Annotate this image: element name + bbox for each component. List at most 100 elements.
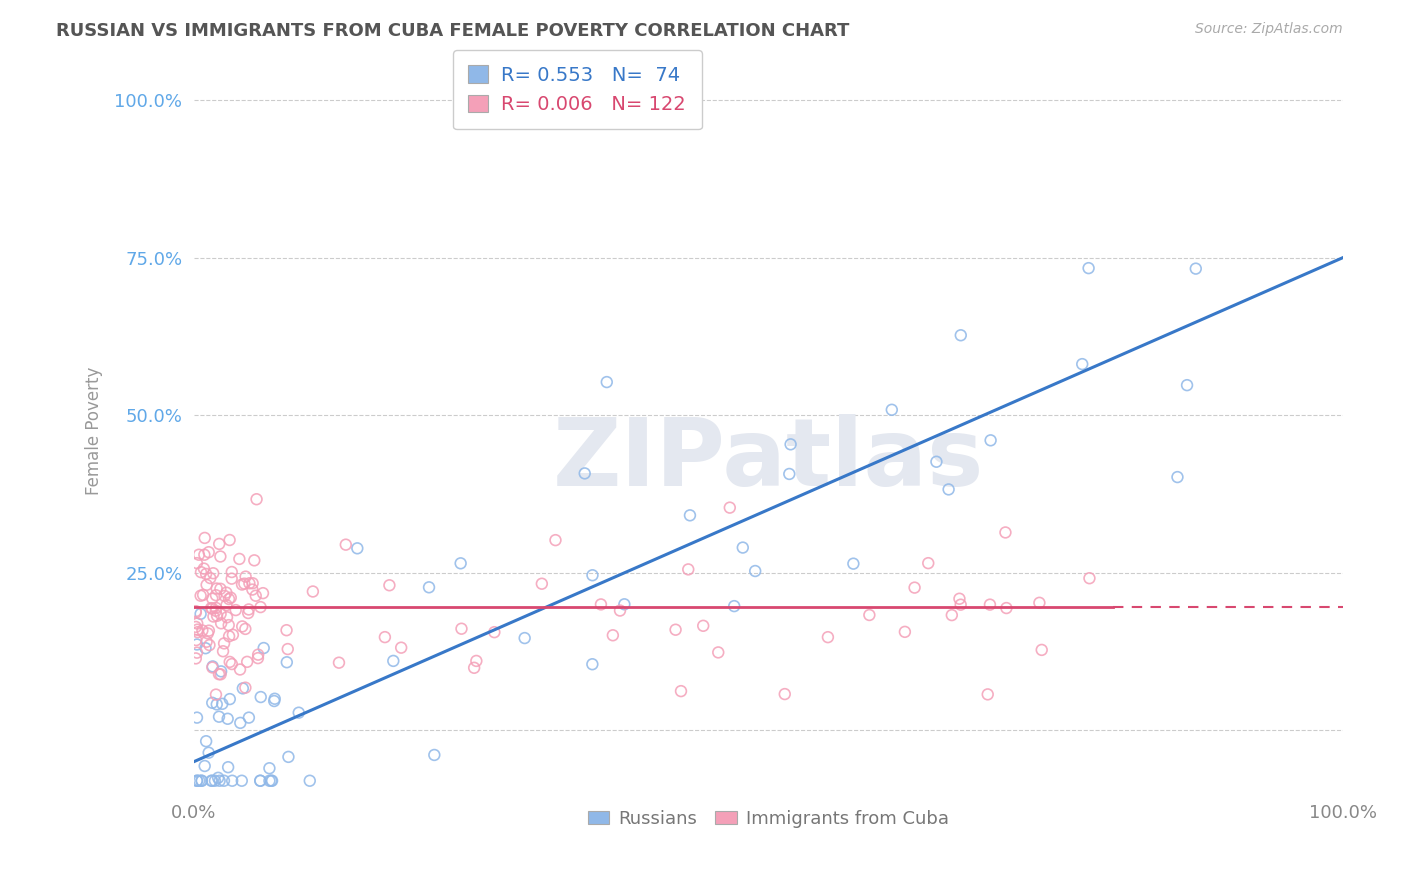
Point [262,773,284,788]
Point [948,591,970,606]
Point [188,773,211,788]
Point [378,578,401,592]
Point [949,598,972,612]
Point [276,655,298,669]
Point [232,681,254,696]
Point [679,508,702,523]
Point [463,661,485,675]
Point [194,641,217,656]
Point [744,564,766,578]
Point [186,773,208,788]
Point [423,747,446,762]
Point [980,434,1002,448]
Point [228,552,250,566]
Point [200,601,222,615]
Point [209,549,232,564]
Point [260,773,283,788]
Point [209,616,232,631]
Point [218,533,240,547]
Point [544,533,567,548]
Legend: Russians, Immigrants from Cuba: Russians, Immigrants from Cuba [581,803,956,835]
Point [1175,378,1198,392]
Point [201,773,224,788]
Point [202,566,225,581]
Point [277,642,299,657]
Point [238,602,260,616]
Point [669,684,692,698]
Point [238,710,260,724]
Point [581,568,603,582]
Point [894,624,917,639]
Point [513,631,536,645]
Point [941,608,963,623]
Point [994,525,1017,540]
Text: RUSSIAN VS IMMIGRANTS FROM CUBA FEMALE POVERTY CORRELATION CHART: RUSSIAN VS IMMIGRANTS FROM CUBA FEMALE P… [56,22,849,40]
Point [589,598,612,612]
Point [917,556,939,570]
Point [212,773,235,788]
Point [200,571,222,585]
Point [208,667,231,681]
Point [212,636,235,650]
Point [208,537,231,551]
Point [187,548,209,562]
Point [190,565,212,579]
Point [418,580,440,594]
Point [221,773,243,788]
Point [221,572,243,586]
Point [242,576,264,591]
Point [221,565,243,579]
Point [858,607,880,622]
Point [195,566,218,581]
Point [245,492,267,507]
Point [236,655,259,669]
Point [217,712,239,726]
Point [247,648,270,662]
Point [773,687,796,701]
Point [249,690,271,704]
Point [1166,470,1188,484]
Point [235,681,257,695]
Point [209,665,232,679]
Point [229,663,252,677]
Point [208,773,231,788]
Point [201,659,224,673]
Point [195,578,218,592]
Point [209,607,232,621]
Point [222,628,245,642]
Point [201,660,224,674]
Point [817,630,839,644]
Point [276,624,298,638]
Point [243,553,266,567]
Point [194,759,217,773]
Point [249,773,271,788]
Point [842,557,865,571]
Point [346,541,368,556]
Point [205,688,228,702]
Point [218,692,240,706]
Y-axis label: Female Poverty: Female Poverty [86,367,103,495]
Point [484,625,506,640]
Point [1071,357,1094,371]
Point [1031,643,1053,657]
Point [231,619,253,633]
Point [191,773,214,788]
Point [197,545,219,559]
Point [215,585,238,599]
Point [328,656,350,670]
Point [259,761,281,775]
Point [530,576,553,591]
Point [190,607,212,621]
Point [581,657,603,672]
Point [197,626,219,640]
Point [779,437,801,451]
Point [1184,261,1206,276]
Point [198,624,221,638]
Point [205,698,228,712]
Point [238,606,260,620]
Point [218,592,240,607]
Point [186,633,208,648]
Point [665,623,688,637]
Point [200,773,222,788]
Point [238,576,260,591]
